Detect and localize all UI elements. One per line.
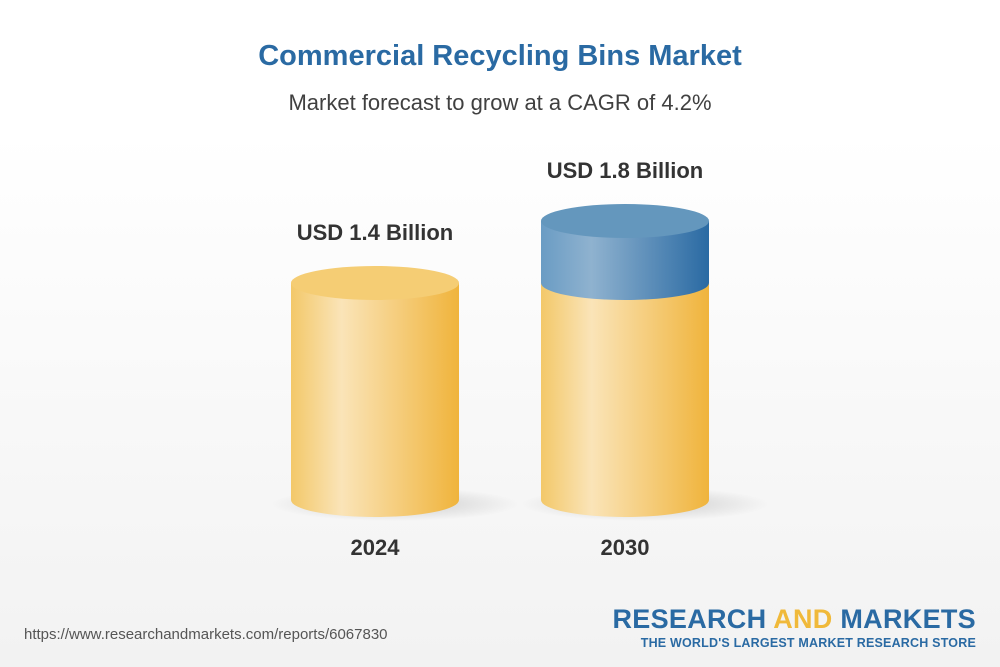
research-and-markets-logo: RESEARCH AND MARKETS THE WORLD'S LARGEST… <box>612 604 976 650</box>
logo-text: MARKETS <box>832 604 976 634</box>
cylinder-chart: USD 1.4 Billion 2024 USD 1.8 Billion 2030 <box>271 158 769 560</box>
logo-text: RESEARCH <box>612 604 774 634</box>
cylinder-growth-segment-2030 <box>541 221 709 300</box>
cylinder-body-2024 <box>291 283 459 517</box>
chart-title: Commercial Recycling Bins Market <box>258 40 742 72</box>
data-label: USD 1.8 Billion <box>547 158 703 183</box>
category-label: 2030 <box>601 535 650 560</box>
cylinder-top-2030 <box>541 204 709 238</box>
chart-subtitle: Market forecast to grow at a CAGR of 4.2… <box>288 90 712 115</box>
cylinder-body-2030 <box>541 283 709 517</box>
data-label: USD 1.4 Billion <box>297 220 453 245</box>
source-url[interactable]: https://www.researchandmarkets.com/repor… <box>24 626 388 643</box>
category-label: 2024 <box>351 535 401 560</box>
logo-tagline: THE WORLD'S LARGEST MARKET RESEARCH STOR… <box>640 636 976 650</box>
logo-text-and: AND <box>773 604 833 634</box>
cylinder-top-2024 <box>291 266 459 300</box>
